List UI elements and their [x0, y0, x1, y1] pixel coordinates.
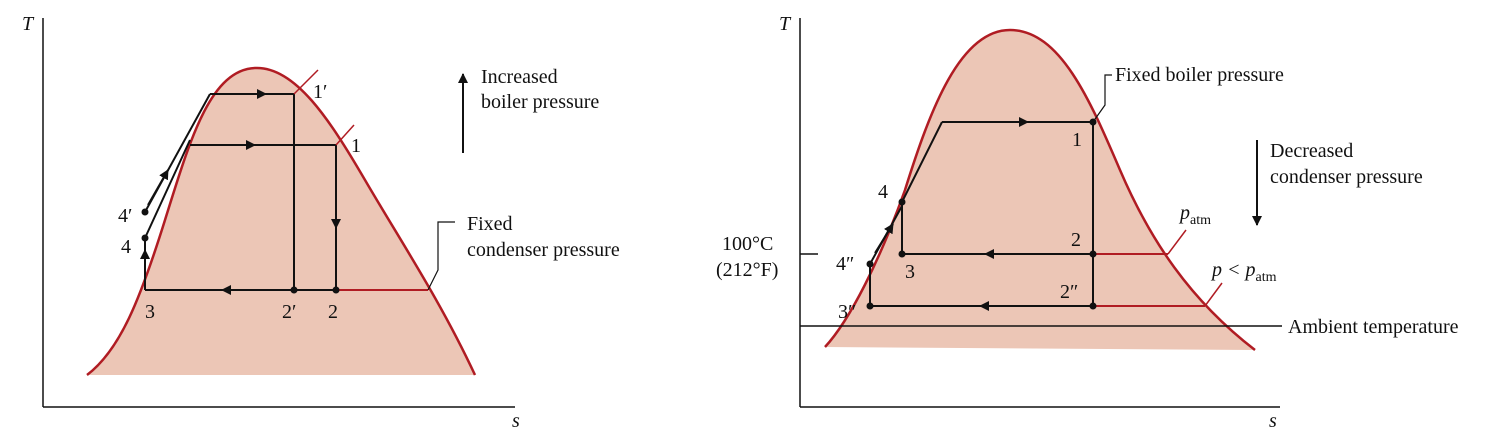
- left-label-3: 3: [145, 301, 155, 323]
- right-dot-2pp: [1089, 302, 1097, 310]
- left-ts-diagram: T s 1′ 1 2′: [22, 13, 620, 432]
- left-y-axis-label: T: [22, 13, 35, 35]
- left-dot-4: [141, 234, 149, 242]
- left-fixed-condenser-leader: [427, 221, 455, 291]
- right-low-tick: [1204, 282, 1223, 307]
- right-temp-f-label: (212°F): [716, 259, 778, 281]
- right-dot-2: [1089, 250, 1097, 258]
- left-label-1p: 1′: [313, 81, 327, 103]
- left-dome-fill: [87, 67, 475, 376]
- left-dot-4p: [141, 208, 149, 216]
- left-label-2p: 2′: [282, 301, 296, 323]
- left-label-2: 2: [328, 301, 338, 323]
- right-p-less-label: p < patm: [1210, 259, 1277, 285]
- right-label-3: 3: [905, 261, 915, 283]
- left-tick-1: [335, 124, 355, 146]
- right-label-4: 4: [878, 181, 888, 203]
- left-increased-text-2: boiler pressure: [481, 91, 599, 113]
- left-fixed-text-2: condenser pressure: [467, 239, 620, 261]
- right-x-axis-label: s: [1269, 410, 1277, 432]
- right-label-2pp: 2″: [1060, 281, 1078, 303]
- left-label-4: 4: [121, 236, 131, 258]
- right-dot-4: [898, 198, 906, 206]
- right-fixed-boiler-text: Fixed boiler pressure: [1115, 64, 1284, 86]
- right-dot-3: [898, 250, 906, 258]
- right-label-1: 1: [1072, 129, 1082, 151]
- right-decreased-text-2: condenser pressure: [1270, 166, 1423, 188]
- right-heating-line: [901, 121, 943, 203]
- left-dot-2: [332, 286, 340, 294]
- left-x-axis-label: s: [512, 410, 520, 432]
- right-dot-1: [1089, 118, 1097, 126]
- left-dot-2p: [290, 286, 298, 294]
- right-decreased-text-1: Decreased: [1270, 140, 1353, 162]
- right-patm-tick: [1167, 229, 1187, 255]
- left-label-4p: 4′: [118, 205, 132, 227]
- left-fixed-text-1: Fixed: [467, 213, 513, 235]
- right-heating-arrow-low: [874, 223, 894, 254]
- right-dot-4pp: [866, 260, 874, 268]
- right-ambient-label: Ambient temperature: [1288, 316, 1459, 338]
- left-increased-text-1: Increased: [481, 66, 558, 88]
- right-ts-diagram: T s Ambient temperature 100°C (212°F): [716, 13, 1459, 432]
- left-label-1: 1: [351, 135, 361, 157]
- left-heating-line: [144, 139, 191, 239]
- right-label-2: 2: [1071, 229, 1081, 251]
- right-dome-fill: [825, 30, 1255, 350]
- right-patm-label: patm: [1178, 202, 1211, 228]
- right-dot-3pp: [866, 302, 874, 310]
- right-y-axis-label: T: [779, 13, 792, 35]
- right-label-3pp: 3″: [838, 301, 856, 323]
- right-fixed-boiler-leader: [1092, 74, 1112, 123]
- right-temp-c-label: 100°C: [722, 233, 773, 255]
- left-tick-1p: [293, 69, 319, 95]
- right-label-4pp: 4″: [836, 253, 854, 275]
- right-saturation-dome: [824, 28, 1256, 351]
- left-heating-arrow-prime: [147, 169, 169, 206]
